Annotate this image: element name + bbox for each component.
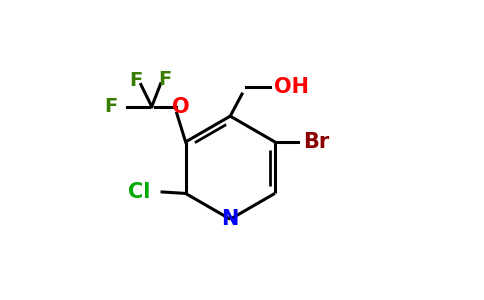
Text: Cl: Cl: [128, 182, 150, 202]
Text: F: F: [129, 70, 142, 90]
Text: O: O: [172, 97, 190, 117]
Text: Br: Br: [303, 132, 329, 152]
Text: F: F: [158, 70, 172, 89]
Text: N: N: [222, 209, 239, 229]
Text: F: F: [105, 97, 118, 116]
Text: OH: OH: [274, 77, 309, 97]
